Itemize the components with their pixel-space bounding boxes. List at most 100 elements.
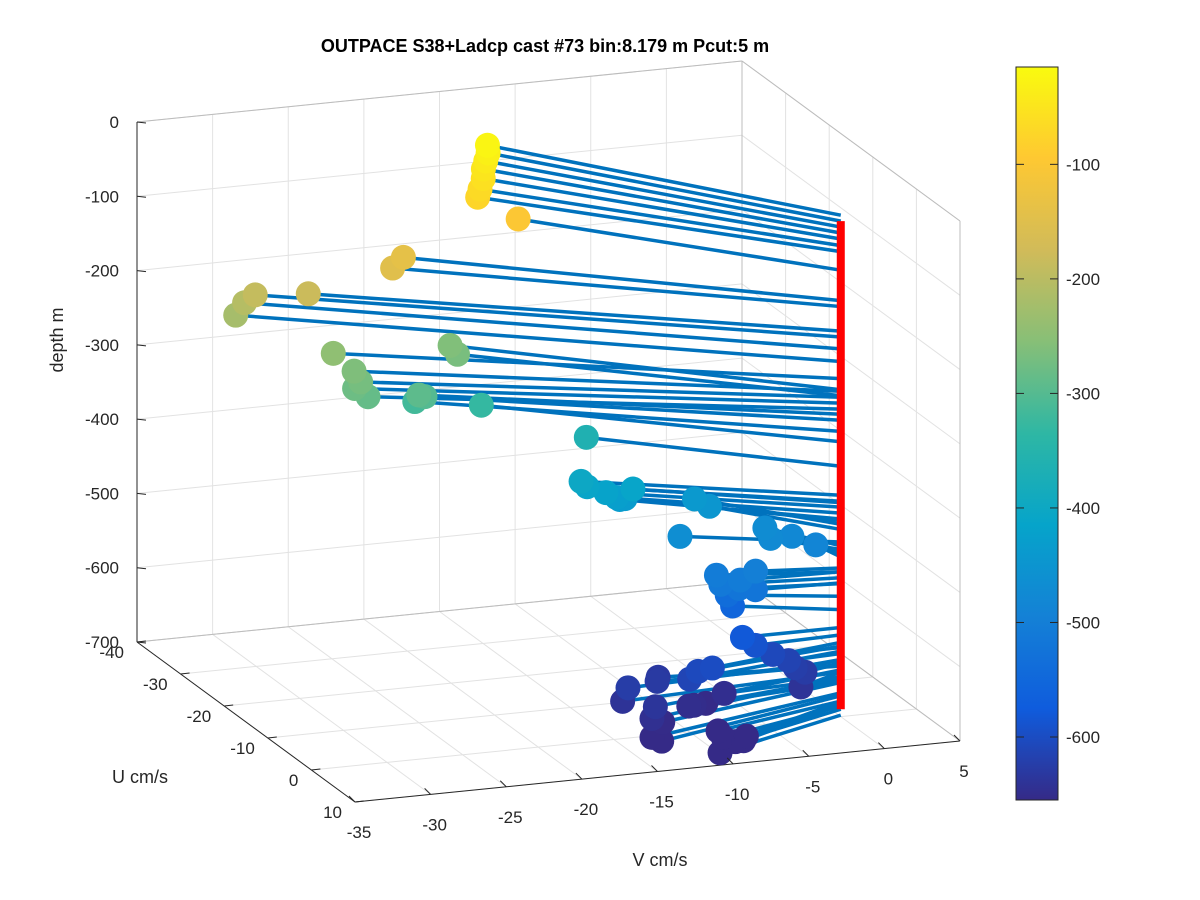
data-point (644, 668, 670, 694)
grid-line (136, 209, 743, 272)
x-tick-label: 5 (959, 762, 968, 781)
z-tick-label: -400 (85, 410, 119, 429)
velocity-stick (616, 495, 841, 515)
velocity-stick (360, 380, 841, 399)
x-tick-label: -30 (422, 815, 447, 834)
x-tick-label: -10 (725, 785, 750, 804)
grid-line (224, 644, 830, 707)
x-tick (802, 749, 810, 757)
z-axis-label: depth m (47, 307, 67, 372)
velocity-stick (487, 143, 842, 217)
y-tick-label: 10 (323, 803, 342, 822)
data-point (437, 332, 463, 358)
velocity-stick (745, 700, 842, 738)
velocity-stick (333, 351, 841, 381)
y-axis-label: U cm/s (112, 767, 168, 787)
velocity-stick (482, 176, 842, 241)
y-tick (136, 640, 147, 643)
data-point (573, 424, 599, 450)
velocity-stick (487, 151, 842, 223)
data-point (803, 532, 829, 558)
velocity-stick (605, 490, 841, 509)
grid-line (363, 618, 583, 780)
z-tick-label: -700 (85, 633, 119, 652)
velocity-stick (477, 195, 842, 254)
velocity-stick (354, 369, 841, 394)
velocity-stick (308, 292, 841, 333)
z-tick-label: -300 (85, 336, 119, 355)
y-tick-label: -30 (143, 675, 168, 694)
grid-line (136, 506, 743, 569)
x-tick-label: -20 (574, 800, 599, 819)
colorbar-tick-label: -300 (1066, 384, 1100, 403)
z-tick (136, 195, 147, 198)
grid-line (136, 134, 743, 197)
box-edge (136, 580, 743, 643)
y-tick-label: -40 (99, 643, 124, 662)
data-point (341, 358, 367, 384)
chart-title: OUTPACE S38+Ladcp cast #73 bin:8.179 m P… (321, 36, 769, 56)
data-point (752, 515, 778, 541)
x-tick-label: -5 (805, 777, 820, 796)
z-tick (136, 344, 147, 347)
grid-line (287, 626, 507, 788)
x-tick (424, 788, 431, 795)
data-point (568, 468, 594, 494)
data-point (733, 723, 759, 749)
grid-line (439, 611, 658, 772)
velocity-stick (755, 581, 841, 592)
y-tick (224, 704, 234, 707)
data-point (242, 282, 268, 308)
velocity-stick (367, 394, 841, 411)
y-tick (311, 768, 321, 771)
z-tick-label: -500 (85, 484, 119, 503)
data-point (620, 476, 646, 502)
x-tick (499, 780, 507, 788)
data-point (703, 562, 729, 588)
z-tick-label: 0 (110, 113, 119, 132)
x-tick (878, 742, 885, 749)
data-point (642, 694, 668, 720)
x-tick (726, 757, 734, 765)
box-edge (136, 60, 743, 123)
x-axis-label: V cm/s (632, 850, 687, 870)
data-points (223, 132, 829, 766)
y-tick-label: -20 (187, 707, 212, 726)
colorbar-tick-label: -400 (1066, 499, 1100, 518)
z-tick (136, 121, 147, 124)
data-point (474, 132, 500, 158)
y-tick (180, 672, 190, 675)
data-point (406, 382, 432, 408)
data-point (505, 206, 531, 232)
data-point (667, 523, 693, 549)
x-tick (348, 795, 356, 803)
x-tick (953, 734, 961, 742)
data-point (682, 486, 708, 512)
z-tick-label: -600 (85, 559, 119, 578)
box-edge (741, 60, 961, 222)
velocity-stick (517, 217, 842, 272)
x-tick-label: 0 (884, 770, 893, 789)
data-point (743, 558, 769, 584)
colorbar-ticks: -100 -200 -300 -400 -500 -600 (1016, 155, 1100, 747)
grid-line (180, 612, 786, 675)
data-point (390, 244, 416, 270)
data-point (729, 624, 755, 650)
data-point (779, 523, 805, 549)
velocity-stick (732, 604, 841, 612)
colorbar-tick-label: -200 (1066, 270, 1100, 289)
grid-line (741, 283, 961, 445)
velocity-stick (255, 293, 841, 339)
data-point (295, 281, 321, 307)
velocity-stick (755, 566, 841, 573)
z-tick-label: -100 (85, 187, 119, 206)
velocity-stick (661, 694, 842, 743)
z-tick (136, 418, 147, 421)
z-tick (136, 567, 147, 570)
velocity-stick (483, 167, 842, 235)
colorbar (1015, 66, 1059, 801)
velocity-stick (651, 691, 842, 740)
velocity-stick (235, 313, 841, 364)
data-point (676, 693, 702, 719)
